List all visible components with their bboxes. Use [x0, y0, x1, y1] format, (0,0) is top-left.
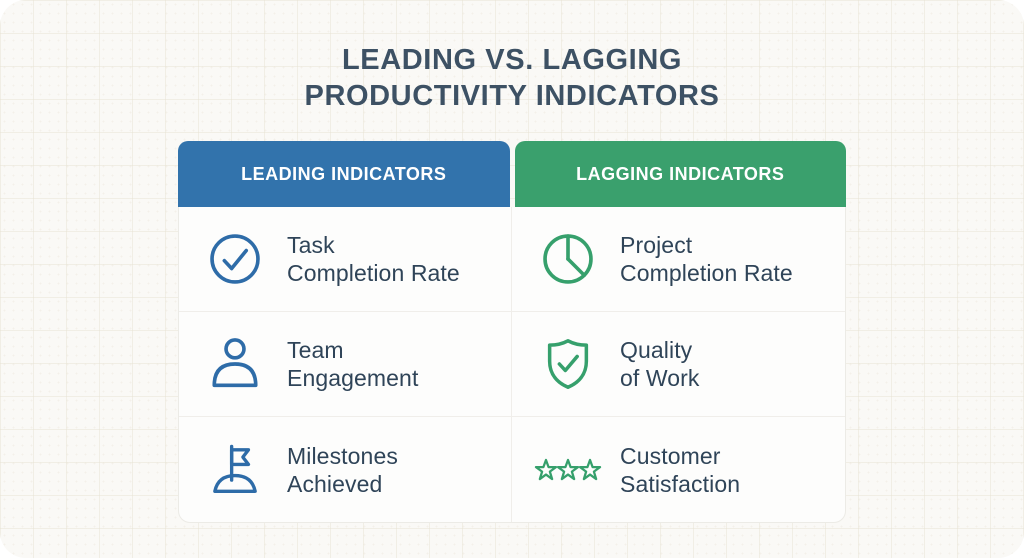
page-title: LEADING VS. LAGGING PRODUCTIVITY INDICAT… [0, 42, 1024, 114]
cell-milestones-achieved: Milestones Achieved [179, 417, 512, 522]
person-icon [207, 335, 263, 393]
flag-milestone-icon [207, 440, 263, 500]
table-body: Task Completion Rate Project Completion … [178, 207, 846, 523]
cell-label: Task Completion Rate [287, 232, 460, 286]
header-lagging-indicators: LAGGING INDICATORS [514, 141, 846, 207]
page-title-line2: PRODUCTIVITY INDICATORS [304, 80, 720, 112]
cell-quality-of-work: Quality of Work [512, 312, 845, 417]
cell-label: Quality of Work [620, 337, 700, 391]
shield-check-icon [540, 335, 596, 393]
page-title-line1: LEADING VS. LAGGING [341, 44, 683, 76]
cell-customer-satisfaction: Customer Satisfaction [512, 417, 845, 522]
indicators-table: LEADING INDICATORS LAGGING INDICATORS Ta… [178, 141, 846, 523]
cell-project-completion-rate: Project Completion Rate [512, 207, 845, 312]
cell-label: Team Engagement [287, 337, 419, 391]
cell-label: Project Completion Rate [620, 232, 793, 286]
cell-label: Customer Satisfaction [620, 442, 741, 497]
check-circle-icon [207, 230, 263, 288]
table-header-row: LEADING INDICATORS LAGGING INDICATORS [178, 141, 846, 207]
header-leading-indicators: LEADING INDICATORS [178, 141, 510, 207]
cell-task-completion-rate: Task Completion Rate [179, 207, 512, 312]
three-stars-icon [534, 455, 602, 485]
pie-chart-icon [540, 230, 596, 288]
cell-label: Milestones Achieved [287, 442, 398, 497]
cell-team-engagement: Team Engagement [179, 312, 512, 417]
